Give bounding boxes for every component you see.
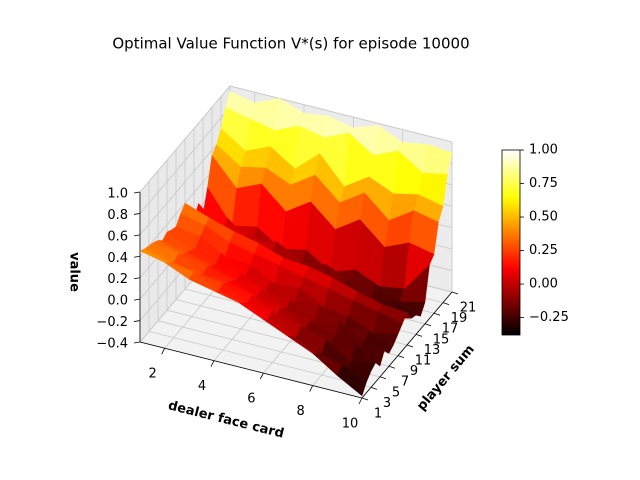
tick-mark (370, 387, 378, 390)
z-tick-label: −0.4 (96, 337, 128, 352)
axis-line (361, 291, 453, 399)
colorbar (501, 149, 521, 336)
z-tick-label: 0.2 (107, 272, 128, 287)
tick-mark (133, 213, 141, 215)
tick-mark (433, 312, 441, 316)
z-tick-label: 0.6 (107, 229, 128, 244)
y-tick-label: 1 (374, 407, 382, 422)
tick-mark (379, 376, 387, 380)
y-tick-label: 21 (460, 301, 477, 316)
surface-patch (337, 364, 367, 397)
colorbar-tick-label: 1.00 (529, 143, 558, 158)
tick-mark (358, 397, 363, 405)
grid-line (229, 85, 453, 143)
z-tick-label: 0.4 (107, 251, 128, 266)
x-tick-label: 2 (149, 367, 157, 382)
tick-mark (133, 234, 141, 237)
tick-mark (161, 348, 166, 355)
tick-mark (424, 323, 432, 327)
colorbar-tick-label: 0.25 (529, 243, 558, 258)
colorbar-tick-label: −0.25 (529, 310, 569, 325)
grid-line (148, 331, 372, 388)
z-tick-label: 1.0 (107, 187, 128, 202)
y-tick-label: 9 (410, 364, 418, 379)
colorbar-tick-label: 0.00 (529, 277, 558, 292)
surface-patch (379, 242, 410, 289)
tick-mark (133, 341, 141, 344)
colorbar-tick-label: 0.50 (529, 210, 558, 225)
y-tick-label: 15 (433, 332, 450, 347)
surface-patch (345, 362, 376, 372)
tick-mark (133, 320, 141, 322)
tick-mark (133, 298, 141, 301)
tick-mark (397, 355, 405, 358)
x-tick-label: 6 (247, 392, 255, 407)
axis-line (139, 341, 363, 399)
z-axis-label: value (67, 252, 82, 292)
x-tick-label: 8 (297, 404, 305, 419)
y-tick-label: 7 (401, 375, 409, 390)
tick-mark (442, 302, 450, 305)
y-tick-label: 13 (424, 343, 441, 358)
x-axis-label: dealer face card (167, 398, 286, 441)
y-tick-label: 3 (383, 396, 391, 411)
x-tick-label: 10 (342, 417, 359, 432)
tick-mark (451, 291, 459, 295)
y-tick-label: 17 (442, 322, 459, 337)
tick-mark (133, 191, 141, 194)
x-tick-label: 4 (198, 379, 206, 394)
y-tick-label: 19 (451, 311, 468, 326)
tick-mark (406, 344, 414, 348)
z-tick-label: −0.2 (96, 315, 128, 330)
z-tick-label: 0.0 (107, 294, 128, 309)
surface-patch (231, 183, 262, 227)
y-tick-label: 11 (415, 354, 432, 369)
tick-mark (415, 334, 423, 337)
tick-mark (361, 397, 369, 401)
tick-mark (133, 255, 141, 258)
z-tick-label: 0.8 (107, 208, 128, 223)
y-tick-label: 5 (392, 385, 400, 400)
tick-mark (133, 277, 141, 280)
tick-mark (388, 365, 396, 369)
tick-mark (210, 360, 215, 367)
chart-title: Optimal Value Function V*(s) for episode… (112, 35, 469, 53)
colorbar-tick-label: 0.75 (529, 176, 558, 191)
tick-mark (309, 385, 314, 392)
tick-mark (259, 372, 264, 380)
